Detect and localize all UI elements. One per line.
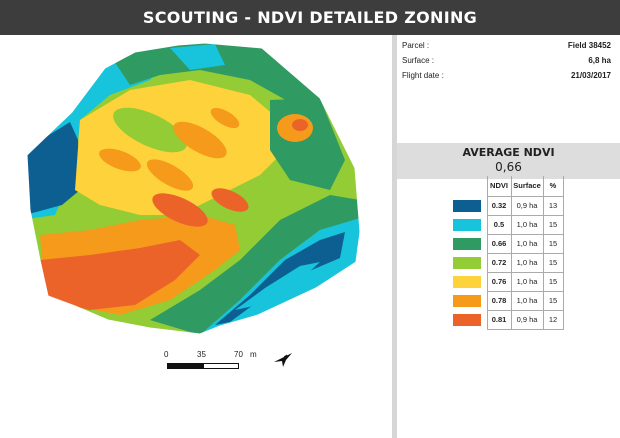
legend-row: 0.78 1,0 ha 15 (447, 290, 564, 311)
scale-bar: 0 35 70 m (164, 350, 274, 372)
parcel-value: Field 38452 (567, 41, 611, 50)
flight-date-row: Flight date : 21/03/2017 (402, 71, 615, 83)
scale-tick-1: 35 (197, 350, 206, 359)
parcel-row: Parcel : Field 38452 (402, 41, 615, 53)
flight-date-value: 21/03/2017 (570, 71, 611, 80)
legend-row: 0.72 1,0 ha 15 (447, 252, 564, 273)
legend-percent: 15 (542, 233, 564, 254)
legend-ndvi: 0.66 (486, 233, 512, 254)
legend-swatch (452, 256, 481, 269)
legend-surface: 0,9 ha (510, 195, 544, 216)
ndvi-legend-table: NDVI Surface % 0.32 0,9 ha 13 0.5 1,0 ha… (447, 176, 564, 330)
average-ndvi-value: 0,66 (495, 160, 522, 174)
legend-swatch (452, 218, 481, 231)
legend-header-row: NDVI Surface % (447, 176, 564, 197)
scale-tick-0: 0 (164, 350, 169, 359)
legend-surface: 1,0 ha (510, 290, 544, 311)
legend-swatch (452, 199, 481, 212)
legend-row: 0.66 1,0 ha 15 (447, 233, 564, 254)
legend-surface: 1,0 ha (510, 271, 544, 292)
surface-label: Surface : (402, 56, 435, 65)
legend-surface: 0,9 ha (510, 309, 544, 330)
legend-row: 0.5 1,0 ha 15 (447, 214, 564, 235)
legend-swatch (452, 237, 481, 250)
scale-bar-light (203, 363, 239, 369)
parcel-label: Parcel : (402, 41, 430, 50)
scale-bar-dark (167, 363, 203, 369)
legend-ndvi: 0.5 (486, 214, 512, 235)
legend-percent: 15 (542, 290, 564, 311)
legend-header-ndvi: NDVI (486, 176, 512, 197)
legend-ndvi: 0.81 (486, 309, 512, 330)
legend-ndvi: 0.72 (486, 252, 512, 273)
legend-row: 0.76 1,0 ha 15 (447, 271, 564, 292)
panel-divider (392, 35, 397, 438)
legend-row: 0.32 0,9 ha 13 (447, 195, 564, 216)
legend-percent: 15 (542, 214, 564, 235)
flight-date-label: Flight date : (402, 71, 444, 80)
surface-row: Surface : 6,8 ha (402, 56, 615, 68)
legend-percent: 12 (542, 309, 564, 330)
legend-ndvi: 0.76 (486, 271, 512, 292)
north-arrow-icon (272, 348, 294, 370)
legend-ndvi: 0.78 (486, 290, 512, 311)
page-title: SCOUTING - NDVI DETAILED ZONING (0, 0, 620, 35)
legend-swatch (452, 275, 481, 288)
legend-percent: 15 (542, 252, 564, 273)
legend-row: 0.81 0,9 ha 12 (447, 309, 564, 330)
legend-percent: 15 (542, 271, 564, 292)
legend-percent: 13 (542, 195, 564, 216)
legend-header-percent: % (542, 176, 564, 197)
legend-surface: 1,0 ha (510, 252, 544, 273)
legend-header-surface: Surface (510, 176, 544, 197)
ndvi-zoning-map[interactable] (0, 35, 392, 438)
legend-header-swatch (447, 176, 488, 196)
legend-swatch (452, 294, 481, 307)
average-ndvi-box: AVERAGE NDVI 0,66 (397, 143, 620, 179)
average-ndvi-title: AVERAGE NDVI (462, 146, 555, 159)
surface-value: 6,8 ha (588, 56, 611, 65)
legend-surface: 1,0 ha (510, 233, 544, 254)
legend-ndvi: 0.32 (486, 195, 512, 216)
info-panel: Parcel : Field 38452 Surface : 6,8 ha Fl… (397, 35, 620, 438)
scale-unit: m (250, 350, 257, 359)
legend-surface: 1,0 ha (510, 214, 544, 235)
legend-swatch (452, 313, 481, 326)
scale-tick-2: 70 (234, 350, 243, 359)
ndvi-map[interactable] (0, 35, 392, 438)
